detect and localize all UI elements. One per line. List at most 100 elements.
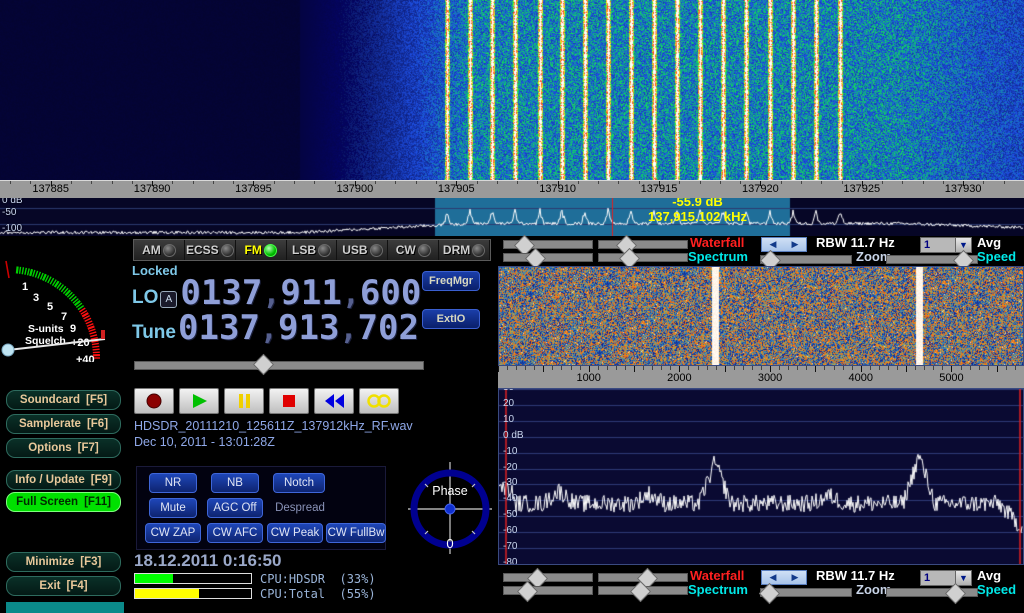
freq-digit[interactable]: 1: [201, 273, 221, 313]
transport-loop-button[interactable]: [359, 388, 399, 414]
frequency-manager-button[interactable]: FreqMgr: [422, 271, 480, 291]
extio-button[interactable]: ExtIO: [422, 309, 480, 329]
freq-digit[interactable]: 0: [180, 273, 200, 313]
speed-slider-knob[interactable]: [945, 583, 966, 604]
button-soundcard[interactable]: Soundcard [F5]: [6, 390, 121, 410]
chevron-down-icon[interactable]: ▼: [955, 571, 971, 585]
freq-digit[interactable]: 7: [239, 308, 259, 348]
volume-slider[interactable]: [134, 361, 424, 370]
dsp-button-agc-off[interactable]: AGC Off: [207, 498, 263, 518]
freq-digit[interactable]: 0: [378, 308, 398, 348]
button-full-screen[interactable]: Full Screen [F11]: [6, 492, 121, 512]
freq-digit[interactable]: 2: [398, 308, 418, 348]
lo-auto-badge[interactable]: A: [160, 291, 177, 308]
rf-spectrum[interactable]: 0 dB -50 -100 -55.9 dB 137,915.102 kHz: [0, 198, 1024, 236]
freq-digit[interactable]: 3: [221, 273, 241, 313]
freq-digit[interactable]: 9: [278, 308, 298, 348]
freq-digit[interactable]: 1: [198, 308, 218, 348]
dsp-button-cw-afc[interactable]: CW AFC: [207, 523, 263, 543]
rf-waterfall[interactable]: [0, 0, 1024, 180]
dsp-button-cw-peak[interactable]: CW Peak: [267, 523, 323, 543]
freq-separator[interactable]: ,: [339, 312, 357, 347]
transport-controls[interactable]: [134, 388, 402, 416]
freq-digit[interactable]: 1: [321, 273, 341, 313]
audio-spectrum[interactable]: 3020100 dB-10-20-30-40-50-60-70-80: [498, 388, 1024, 565]
transport-stop-button[interactable]: [269, 388, 309, 414]
freq-digit[interactable]: 1: [298, 308, 318, 348]
mode-led-icon[interactable]: [318, 244, 331, 257]
freq-digit[interactable]: 0: [178, 308, 198, 348]
freq-digit[interactable]: 3: [219, 308, 239, 348]
dsp-button-nb[interactable]: NB: [211, 473, 259, 493]
audio-waterfall[interactable]: [498, 266, 1024, 366]
freq-digit[interactable]: 3: [319, 308, 339, 348]
freq-digit[interactable]: 0: [380, 273, 400, 313]
transport-rewind-button[interactable]: [314, 388, 354, 414]
freq-digit[interactable]: 7: [242, 273, 262, 313]
dsp-button-despread[interactable]: Despread: [269, 498, 331, 518]
gain-slider[interactable]: [598, 240, 688, 249]
rbw-stepper[interactable]: ◀▶: [761, 237, 807, 252]
freq-separator[interactable]: ,: [262, 277, 280, 312]
phase-scope[interactable]: Phase 0: [408, 462, 492, 554]
transport-record-button[interactable]: [134, 388, 174, 414]
mode-button-ecss[interactable]: ECSS: [185, 240, 236, 260]
chevron-right-icon[interactable]: ▶: [784, 238, 806, 251]
button-exit[interactable]: Exit [F4]: [6, 576, 121, 596]
mode-button-cw[interactable]: CW: [388, 240, 439, 260]
freq-separator[interactable]: ,: [260, 312, 278, 347]
mode-button-usb[interactable]: USB: [337, 240, 388, 260]
dsp-button-mute[interactable]: Mute: [149, 498, 197, 518]
squelch-slider[interactable]: [0, 326, 128, 362]
transport-play-button[interactable]: [179, 388, 219, 414]
rf-axis-label: 137885: [32, 183, 69, 195]
chevron-right-icon[interactable]: ▶: [784, 571, 806, 584]
dsp-button-nr[interactable]: NR: [149, 473, 197, 493]
chevron-left-icon[interactable]: ◀: [762, 238, 784, 251]
average-combobox[interactable]: 1▼: [920, 570, 972, 586]
mode-led-icon[interactable]: [163, 244, 176, 257]
button-options[interactable]: Options [F7]: [6, 438, 121, 458]
af-axis-tick: [543, 366, 544, 372]
mode-label: LSB: [292, 243, 316, 257]
mode-button-lsb[interactable]: LSB: [287, 240, 338, 260]
freq-digit[interactable]: 0: [401, 273, 421, 313]
dsp-button-notch[interactable]: Notch: [273, 473, 325, 493]
zoom-slider-knob[interactable]: [758, 583, 779, 604]
freq-digit[interactable]: 9: [280, 273, 300, 313]
mode-led-icon[interactable]: [370, 244, 383, 257]
freq-separator[interactable]: ,: [342, 277, 360, 312]
af-axis-tick: [815, 366, 816, 372]
dsp-button-cw-zap[interactable]: CW ZAP: [145, 523, 201, 543]
freq-digit[interactable]: 7: [358, 308, 378, 348]
offset-slider[interactable]: [598, 253, 688, 262]
dsp-button-cw-fullbw[interactable]: CW FullBw: [326, 523, 386, 543]
mode-button-drm[interactable]: DRM: [439, 240, 490, 260]
button-samplerate[interactable]: Samplerate [F6]: [6, 414, 121, 434]
chevron-left-icon[interactable]: ◀: [762, 571, 784, 584]
transport-pause-button[interactable]: [224, 388, 264, 414]
mode-button-am[interactable]: AM: [134, 240, 185, 260]
lo-frequency-row[interactable]: LO A 0137,911,600: [132, 276, 421, 312]
button-minimize[interactable]: Minimize [F3]: [6, 552, 121, 572]
volume-slider-knob[interactable]: [253, 354, 274, 375]
mode-led-icon[interactable]: [472, 244, 485, 257]
mode-led-icon[interactable]: [264, 244, 277, 257]
s-meter-tick: [48, 277, 51, 283]
tune-frequency-row[interactable]: Tune 0137,913,702: [132, 311, 419, 347]
freq-digit[interactable]: 1: [301, 273, 321, 313]
mode-led-icon[interactable]: [221, 244, 234, 257]
brightness-slider[interactable]: [503, 253, 593, 262]
rf-readout-tooltip: -55.9 dB 137,915.102 kHz: [648, 198, 747, 224]
mode-button-fm[interactable]: FM: [236, 240, 287, 260]
mode-led-icon[interactable]: [418, 244, 431, 257]
button-info-update[interactable]: Info / Update [F9]: [6, 470, 121, 490]
lo-frequency-value[interactable]: 0137,911,600: [180, 276, 421, 312]
freq-digit[interactable]: 6: [360, 273, 380, 313]
tune-frequency-value[interactable]: 0137,913,702: [178, 311, 419, 347]
